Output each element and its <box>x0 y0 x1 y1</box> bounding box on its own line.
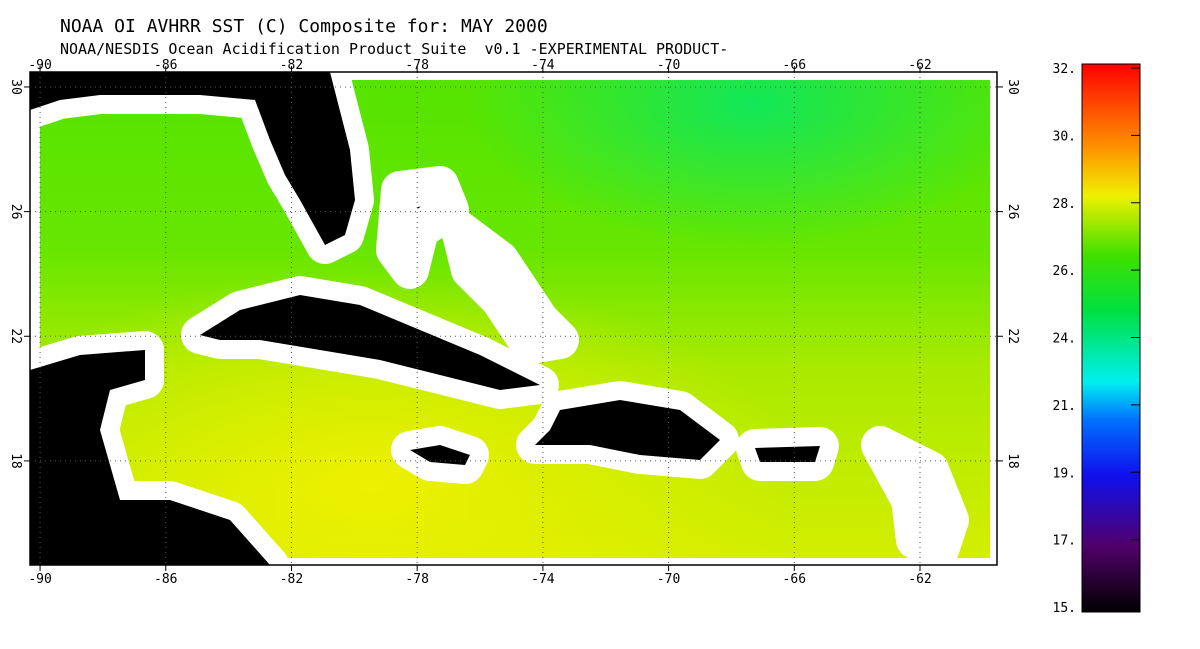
colorbar-label: 30. <box>1053 129 1076 144</box>
lat-label-right: 22 <box>1005 328 1020 344</box>
colorbar-label: 32. <box>1053 62 1076 77</box>
lon-label-bottom: -90 <box>28 572 51 587</box>
lon-label-bottom: -86 <box>154 572 177 587</box>
subtitle: NOAA/NESDIS Ocean Acidification Product … <box>60 40 728 58</box>
lon-label-bottom: -70 <box>657 572 680 587</box>
lon-label-top: -82 <box>280 58 303 73</box>
lat-label-right: 26 <box>1005 204 1020 220</box>
map-frame <box>29 71 998 566</box>
lon-label-bottom: -78 <box>405 572 428 587</box>
lat-label-left: 18 <box>8 453 23 469</box>
land <box>30 72 820 565</box>
colorbar-label: 26. <box>1053 264 1076 279</box>
colorbar-label: 17. <box>1053 534 1076 549</box>
lat-label-left: 26 <box>8 204 23 220</box>
lon-label-top: -70 <box>657 58 680 73</box>
lon-label-top: -62 <box>908 58 931 73</box>
lat-label-right: 18 <box>1005 453 1020 469</box>
lon-label-top: -86 <box>154 58 177 73</box>
lon-label-top: -74 <box>531 58 555 73</box>
colorbar <box>1081 63 1141 613</box>
lon-label-top: -66 <box>783 58 806 73</box>
lat-label-right: 30 <box>1005 79 1020 95</box>
lon-label-bottom: -82 <box>280 572 303 587</box>
lon-label-bottom: -74 <box>531 572 555 587</box>
lat-label-left: 22 <box>8 328 23 344</box>
lon-label-top: -78 <box>405 58 428 73</box>
lon-label-bottom: -66 <box>783 572 806 587</box>
title: NOAA OI AVHRR SST (C) Composite for: MAY… <box>60 16 548 37</box>
lon-label-top: -90 <box>28 58 51 73</box>
colorbar-label: 21. <box>1053 399 1076 414</box>
colorbar-label: 28. <box>1053 197 1076 212</box>
grid <box>30 72 997 565</box>
colorbar-label: 19. <box>1053 466 1076 481</box>
colorbar-label: 15. <box>1053 601 1076 616</box>
map-area <box>30 72 997 565</box>
colorbar-label: 24. <box>1053 332 1076 347</box>
lon-label-bottom: -62 <box>908 572 931 587</box>
lat-label-left: 30 <box>8 79 23 95</box>
